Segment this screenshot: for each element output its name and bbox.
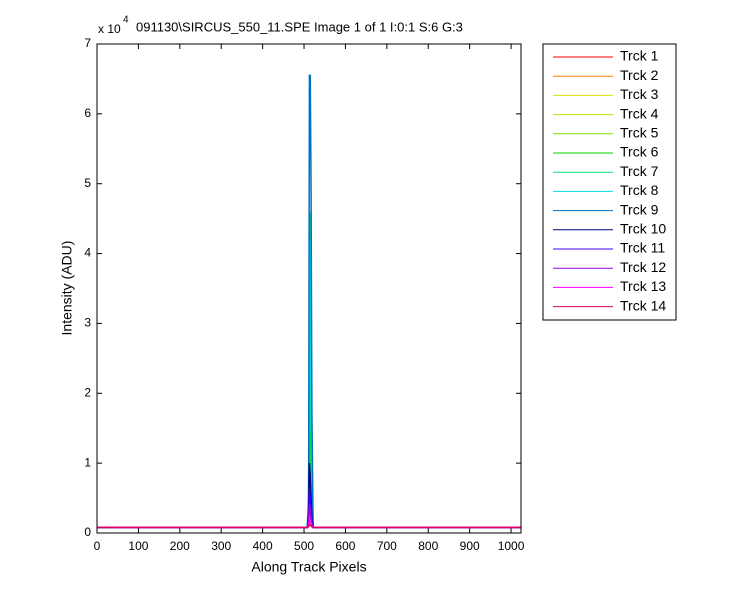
x-tick-label: 900 (460, 539, 480, 553)
x-tick-label: 800 (418, 539, 438, 553)
legend-label: Trck 1 (620, 48, 659, 64)
legend-label: Trck 5 (620, 125, 659, 141)
y-tick-label: 2 (84, 385, 91, 399)
x-tick-label: 100 (128, 539, 148, 553)
y-tick-label: 4 (84, 246, 91, 260)
x-tick-label: 300 (211, 539, 231, 553)
legend-label: Trck 7 (620, 163, 659, 179)
legend-label: Trck 6 (620, 144, 659, 160)
x-axis-label: Along Track Pixels (251, 559, 366, 575)
y-tick-label: 7 (84, 36, 91, 50)
y-tick-label: 1 (84, 455, 91, 469)
legend-box (542, 43, 677, 321)
y-axis-label: Intensity (ADU) (59, 241, 75, 336)
chart-title: 091130\SIRCUS_550_11.SPE Image 1 of 1 I:… (136, 19, 463, 34)
y-multiplier-exponent: 4 (123, 15, 129, 26)
y-tick-label: 0 (84, 525, 91, 539)
legend-label: Trck 3 (620, 86, 659, 102)
plot-frame (96, 43, 522, 534)
legend-label: Trck 4 (620, 105, 659, 121)
y-tick-label: 5 (84, 176, 91, 190)
x-tick-label: 400 (253, 539, 273, 553)
x-tick-label: 200 (170, 539, 190, 553)
line (97, 523, 521, 529)
x-tick-label: 1000 (498, 539, 525, 553)
legend-label: Trck 13 (620, 278, 666, 294)
y-multiplier: x 10 (98, 22, 121, 36)
y-tick-label: 3 (84, 316, 91, 330)
x-tick-label: 0 (94, 539, 101, 553)
legend-label: Trck 9 (620, 201, 659, 217)
x-tick-label: 600 (335, 539, 355, 553)
y-tick-label: 6 (84, 106, 91, 120)
legend-label: Trck 12 (620, 259, 666, 275)
x-tick-label: 700 (377, 539, 397, 553)
legend-label: Trck 2 (620, 67, 659, 83)
legend-label: Trck 11 (620, 240, 665, 256)
x-tick-label: 500 (294, 539, 314, 553)
legend-label: Trck 10 (620, 221, 666, 237)
legend-label: Trck 14 (620, 297, 666, 313)
legend-label: Trck 8 (620, 182, 659, 198)
